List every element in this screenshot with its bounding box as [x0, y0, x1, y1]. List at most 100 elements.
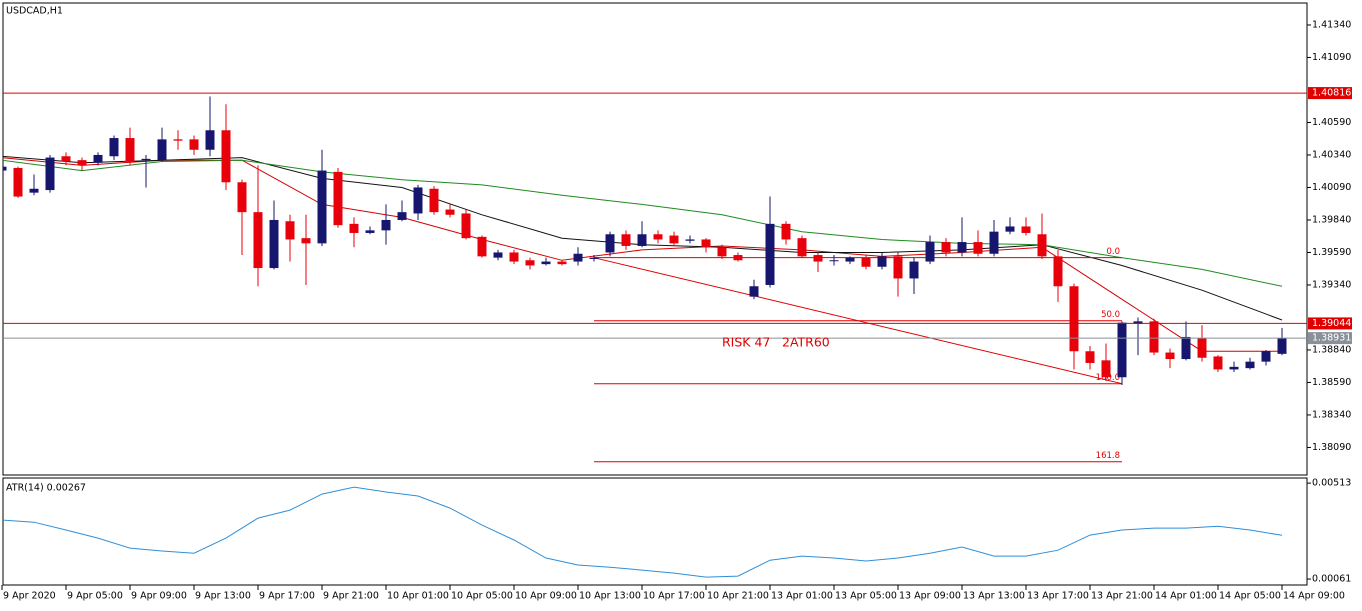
x-tick-label: 13 Apr 05:00: [835, 591, 897, 602]
candle-body: [1005, 226, 1015, 232]
x-tick-label: 9 Apr 2020: [3, 591, 56, 602]
candle-body: [61, 156, 71, 162]
candle-body: [781, 223, 791, 240]
x-tick-label: 13 Apr 13:00: [963, 591, 1025, 602]
atr-panel: [2, 477, 1308, 586]
y-tick-label: 0.00061: [1312, 574, 1351, 585]
price-label-box: [1308, 317, 1352, 330]
y-tick-label: 1.39590: [1312, 247, 1351, 258]
candle-body: [1133, 321, 1143, 324]
x-tick-label: 10 Apr 01:00: [387, 591, 449, 602]
candle-body: [621, 234, 631, 246]
candle-body: [1261, 351, 1271, 362]
candle-body: [509, 252, 519, 262]
x-tick-label: 13 Apr 17:00: [1027, 591, 1089, 602]
candle-body: [685, 239, 695, 241]
y-tick-label: 1.41090: [1312, 52, 1351, 63]
candle-body: [141, 158, 151, 161]
x-tick-label: 9 Apr 21:00: [323, 591, 379, 602]
x-tick-label: 14 Apr 09:00: [1283, 591, 1345, 602]
candle-body: [1069, 286, 1079, 352]
x-tick-label: 13 Apr 21:00: [1091, 591, 1153, 602]
candle-body: [861, 257, 871, 267]
y-tick-label: 1.40590: [1312, 117, 1351, 128]
x-tick-label: 13 Apr 09:00: [899, 591, 961, 602]
y-tick-label: 1.38340: [1312, 409, 1351, 420]
candle-body: [733, 255, 743, 261]
candle-body: [45, 157, 55, 191]
x-tick-label: 9 Apr 13:00: [195, 591, 251, 602]
candle-body: [1021, 226, 1031, 233]
candle-body: [941, 242, 951, 253]
price-label-box: [1308, 87, 1352, 100]
y-tick-label: 1.40340: [1312, 149, 1351, 160]
candle-body: [925, 242, 935, 262]
atr-line: [3, 486, 1283, 578]
candle-body: [109, 138, 119, 157]
candle-body: [77, 160, 87, 166]
price-label-box: [1308, 332, 1352, 345]
candle-body: [365, 230, 375, 233]
x-tick-label: 9 Apr 09:00: [131, 591, 187, 602]
main-plot: 0.0 50.0 100.0 161.8 RISK 47 2ATR60: [3, 92, 1307, 463]
x-tick-label: 10 Apr 05:00: [451, 591, 513, 602]
candle-body: [1085, 351, 1095, 363]
candle-body: [1213, 356, 1223, 370]
candle-body: [13, 167, 23, 197]
candle-body: [797, 238, 807, 257]
atr-title: ATR(14) 0.00267: [6, 483, 86, 494]
axes: 1.41340 1.41090 1.40590 1.40340 1.40090 1.398…: [1, 19, 1352, 602]
chart-title: USDCAD,H1: [6, 6, 63, 17]
x-tick-label: 9 Apr 17:00: [259, 591, 315, 602]
candle-body: [1165, 352, 1175, 360]
x-tick-label: 14 Apr 05:00: [1219, 591, 1281, 602]
y-tick-label: 1.40090: [1312, 182, 1351, 193]
annotation: 2ATR60: [782, 335, 830, 350]
candle-body: [93, 154, 103, 163]
candle-body: [173, 139, 183, 141]
candle-body: [973, 242, 983, 254]
candle-body: [1245, 361, 1255, 369]
candle-body: [989, 231, 999, 254]
candle-body: [573, 253, 583, 262]
candle-body: [1229, 366, 1239, 370]
fib-level-label: 0.0: [1106, 247, 1120, 257]
candle-body: [429, 188, 439, 213]
candle-body: [269, 219, 279, 269]
candle-body: [493, 252, 503, 258]
moving-average: [3, 159, 1283, 287]
candle-body: [461, 213, 471, 239]
candle-body: [605, 234, 615, 253]
candle-body: [525, 260, 535, 266]
candle-body: [653, 234, 663, 240]
y-tick-label: 1.39840: [1312, 214, 1351, 225]
candle-body: [893, 256, 903, 279]
candle-body: [669, 235, 679, 244]
price-label: 1.39044: [1312, 318, 1351, 329]
x-tick-label: 10 Apr 17:00: [643, 591, 705, 602]
candle-body: [237, 182, 247, 213]
candle-body: [589, 257, 599, 259]
candle-body: [1149, 321, 1159, 353]
x-tick-label: 9 Apr 05:00: [67, 591, 123, 602]
candle-body: [813, 255, 823, 262]
x-tick-label: 10 Apr 13:00: [579, 591, 641, 602]
candle-body: [765, 223, 775, 285]
x-tick-label: 14 Apr 01:00: [1155, 591, 1217, 602]
candle-body: [189, 139, 199, 150]
y-tick-label: 1.41340: [1312, 19, 1351, 30]
candle-body: [253, 212, 263, 269]
y-tick-label: 1.39340: [1312, 279, 1351, 290]
candle-body: [1101, 360, 1111, 378]
price-label: 1.38931: [1312, 333, 1351, 344]
candle-body: [1117, 322, 1127, 378]
candle-body: [637, 234, 647, 246]
x-tick-label: 10 Apr 21:00: [707, 591, 769, 602]
x-tick-label: 13 Apr 01:00: [771, 591, 833, 602]
fib-level-label: 161.8: [1096, 451, 1120, 461]
candle-body: [3, 166, 7, 171]
price-label: 1.40816: [1312, 88, 1351, 99]
candle-body: [1197, 338, 1207, 358]
